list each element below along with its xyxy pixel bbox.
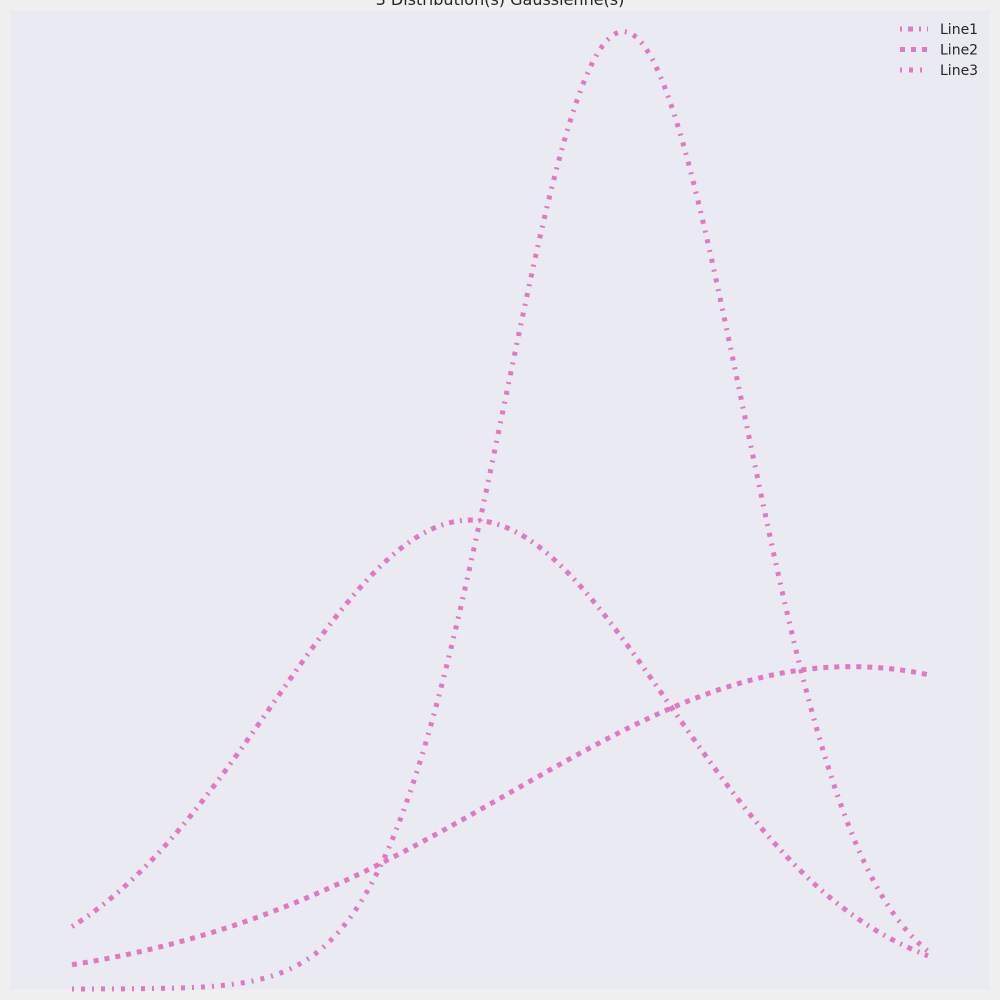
legend-label-1: Line1 [940,22,978,38]
series-line-1 [70,517,929,959]
chart-title: 3 Distribution(s) Gaussienne(s) [376,0,625,9]
legend-label-3: Line3 [940,63,978,79]
series-line-2 [71,664,929,968]
series-layer [70,29,930,992]
plot-area [10,10,990,990]
legend: Line1 Line2 Line3 [900,22,978,79]
legend-label-2: Line2 [940,43,978,59]
